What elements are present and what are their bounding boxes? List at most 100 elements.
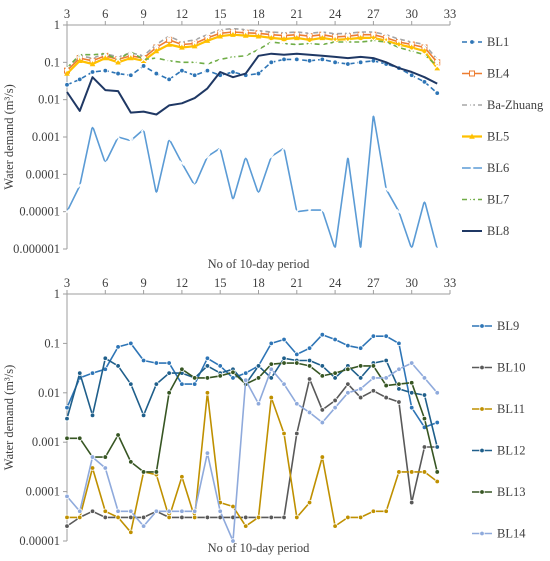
data-point: [115, 134, 121, 140]
data-point: [294, 41, 300, 48]
data-point: [434, 469, 440, 475]
data-point: [332, 397, 338, 404]
data-point: [294, 29, 300, 35]
data-point: [469, 102, 475, 108]
data-point: [243, 26, 249, 33]
data-point: [281, 430, 287, 437]
data-point: [306, 207, 313, 213]
data-point: [281, 30, 287, 36]
data-point: [281, 381, 287, 387]
data-point: [434, 65, 441, 71]
x-tick-label: 9: [140, 276, 146, 290]
data-point: [166, 508, 172, 514]
data-point: [102, 51, 109, 57]
data-point: [383, 357, 389, 364]
data-point: [345, 342, 351, 349]
data-point: [230, 197, 236, 204]
data-point: [357, 39, 364, 45]
data-point: [153, 191, 160, 197]
data-point: [153, 469, 160, 475]
data-point: [306, 363, 313, 369]
y-tick-label: 0.001: [32, 130, 60, 144]
data-point: [396, 208, 402, 215]
legend-label: BL7: [487, 193, 509, 207]
data-point: [383, 382, 389, 389]
data-point: [204, 37, 211, 43]
data-point: [166, 41, 172, 47]
legend-item: Ba-Zhuang: [462, 98, 544, 112]
chart-1: 3 6 9 12 15 18 21 24 27 30 33 1 0.1 0.01 0.001 0.0001 0.…: [2, 7, 544, 271]
data-point: [421, 444, 428, 450]
data-point: [345, 153, 351, 160]
legend-item: BL13: [472, 485, 525, 499]
data-point: [421, 375, 428, 381]
series-bl1: [64, 56, 440, 96]
data-point: [421, 197, 428, 204]
data-point: [217, 145, 223, 151]
data-point: [179, 67, 185, 74]
y-tick-label: 0.01: [38, 386, 60, 400]
data-point: [115, 514, 121, 521]
data-point: [357, 375, 364, 381]
data-point: [332, 523, 338, 529]
legend-item: BL6: [462, 161, 509, 175]
data-point: [345, 61, 351, 67]
y-axis-title: Water demand (m³/s): [2, 365, 16, 470]
data-point: [64, 415, 70, 422]
data-point: [396, 340, 402, 347]
data-point: [77, 182, 83, 189]
data-point: [469, 70, 475, 77]
data-point: [243, 370, 249, 376]
data-point: [396, 36, 402, 42]
data-point: [421, 79, 428, 85]
data-point: [166, 76, 172, 83]
data-point: [383, 186, 389, 192]
legend-label: BL11: [497, 402, 525, 416]
data-point: [479, 530, 485, 537]
x-tick-label: 24: [329, 7, 342, 21]
data-point: [306, 409, 313, 416]
data-point: [166, 58, 172, 64]
data-point: [281, 360, 287, 366]
x-tick-label: 15: [214, 276, 227, 290]
data-point: [409, 404, 415, 411]
x-tick-label: 3: [64, 276, 70, 290]
data-point: [408, 246, 415, 252]
data-point: [153, 360, 160, 366]
data-point: [128, 55, 134, 61]
data-point: [140, 514, 147, 521]
data-point: [370, 375, 377, 381]
data-point: [255, 363, 262, 369]
data-point: [204, 450, 211, 456]
data-point: [421, 48, 428, 54]
data-point: [319, 419, 326, 426]
data-point: [77, 76, 83, 83]
series-bl7: [64, 37, 440, 71]
data-point: [128, 514, 134, 521]
legend-label: BL14: [497, 527, 526, 541]
data-point: [255, 70, 262, 77]
data-point: [294, 514, 300, 521]
data-point: [204, 514, 211, 521]
data-point: [383, 333, 389, 339]
data-point: [115, 432, 121, 438]
data-point: [319, 41, 326, 48]
x-tick-label: 18: [252, 276, 265, 290]
data-point: [332, 59, 338, 66]
legend-item: BL14: [472, 527, 526, 541]
data-point: [140, 126, 147, 133]
data-point: [230, 369, 236, 376]
data-point: [255, 28, 262, 34]
x-axis-title: No of 10-day period: [208, 257, 310, 271]
data-point: [89, 370, 96, 376]
data-point: [115, 70, 121, 77]
series-line: [66, 52, 438, 116]
data-point: [281, 56, 287, 63]
data-point: [434, 246, 440, 252]
data-point: [268, 394, 274, 401]
data-point: [434, 390, 440, 396]
data-point: [217, 508, 223, 514]
data-point: [409, 499, 415, 506]
data-point: [204, 153, 211, 160]
data-point: [294, 56, 300, 63]
